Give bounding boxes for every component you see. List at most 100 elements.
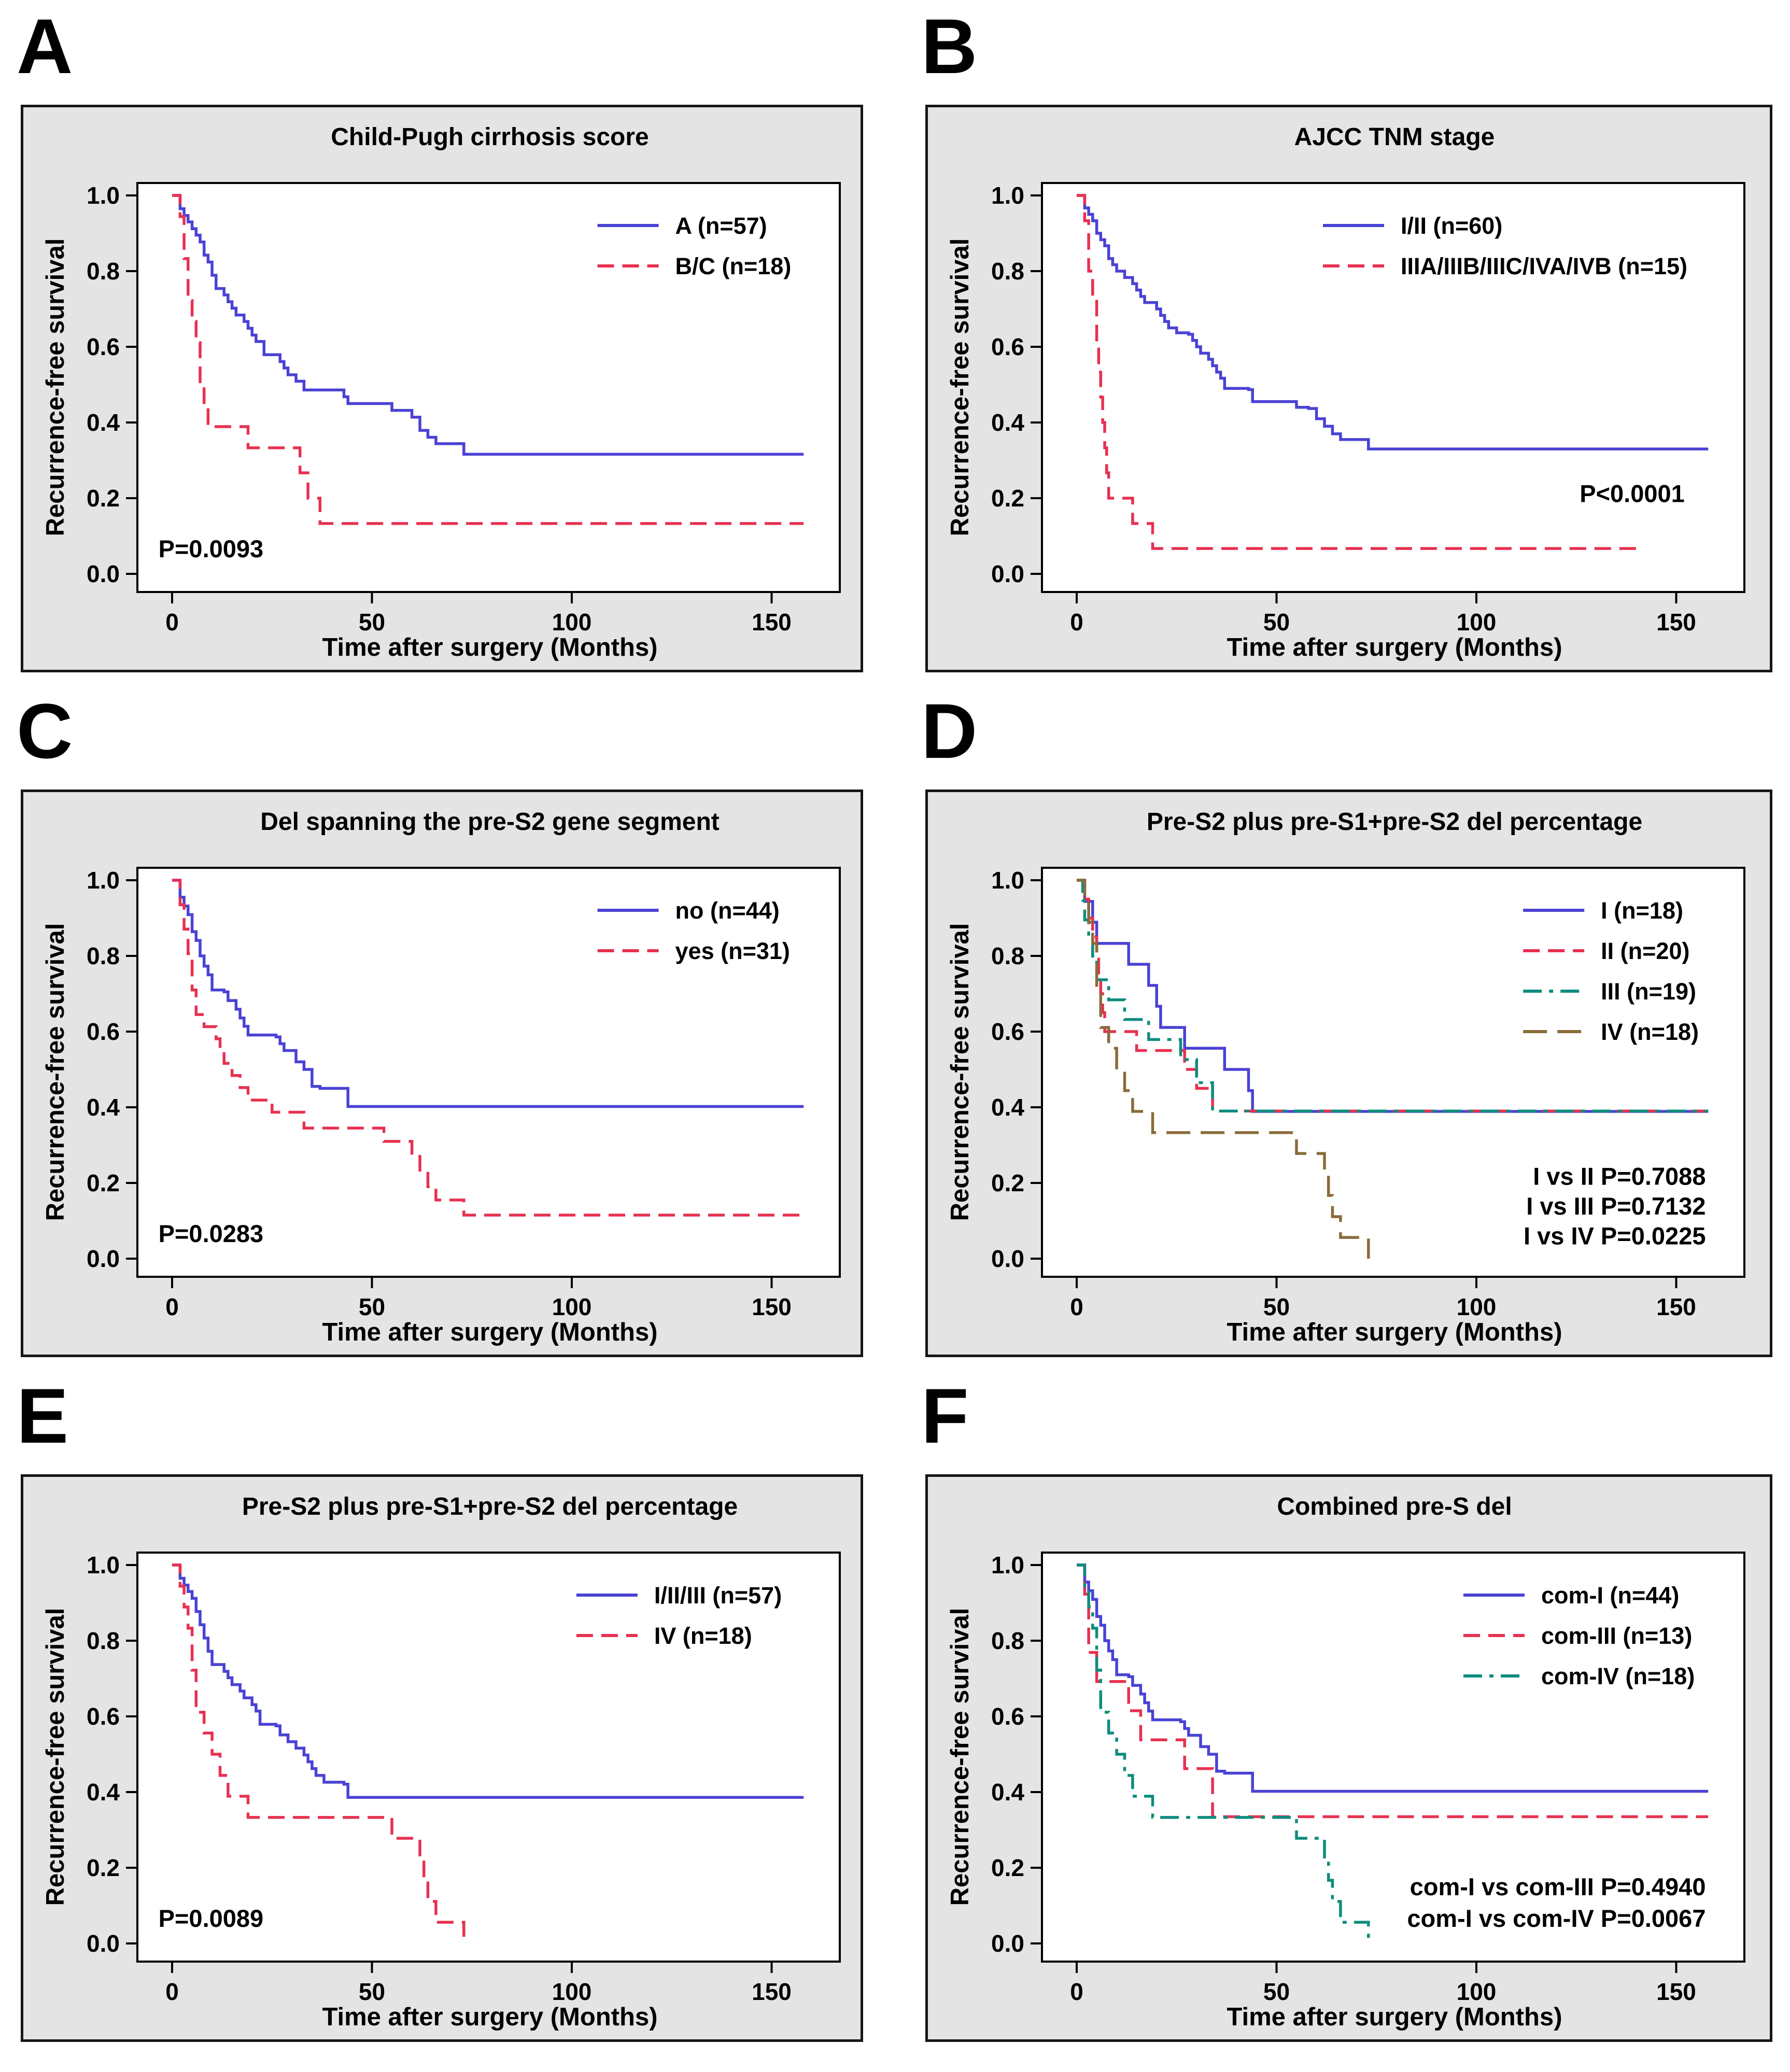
x-tick-label: 0 [1070,1978,1083,2005]
stat-text-2: I vs III P=0.7132 [1526,1192,1706,1220]
plot-frame [1041,867,1745,1278]
legend-label-2: IIIA/IIIB/IIIC/IVA/IVB (n=15) [1401,253,1687,279]
panel-label-a: A [17,3,74,90]
y-tick-label: 0.8 [87,1627,120,1654]
x-tick-label: 150 [1656,1978,1696,2005]
panel-label-e: E [17,1372,70,1459]
km-plot-panel-d: 0 50 100 150 1.0 0.8 0.6 0.4 0.2 0.0 I (n=18) II (n… [925,790,1772,1357]
panel-b: B 0 50 100 150 1.0 0.8 0.6 0.4 0.2 0.0 I/II (n=60)… [921,7,1772,672]
plot-title-c: Del spanning the pre-S2 gene segment [260,808,720,836]
plot-title-d: Pre-S2 plus pre-S1+pre-S2 del percentage [1146,808,1643,836]
y-axis-label-c: Recurrence-free survival [41,923,69,1221]
x-tick-label: 150 [1656,1293,1696,1320]
panel-e: E 0 50 100 150 1.0 0.8 0.6 0.4 0.2 0.0 I/II/III (n… [17,1377,863,2042]
y-axis-label-a: Recurrence-free survival [41,238,69,537]
x-tick-label: 50 [1263,1978,1290,2005]
x-tick-label: 100 [1457,1293,1497,1320]
y-tick-label: 0.4 [87,1094,120,1121]
panel-label-d: D [921,687,979,774]
legend-label-4: IV (n=18) [1601,1019,1699,1045]
panel-label-c: C [17,687,74,774]
legend-label-3: com-IV (n=18) [1541,1663,1695,1689]
y-tick-label: 0.2 [991,485,1024,512]
y-tick-label: 0.4 [87,409,120,436]
stat-text-1: P=0.0283 [159,1220,264,1247]
km-curve-3 [1077,879,1709,1113]
y-tick-label: 1.0 [991,1552,1024,1578]
legend-label-2: II (n=20) [1601,938,1689,964]
km-plot-canvas-b: 0 50 100 150 1.0 0.8 0.6 0.4 0.2 0.0 I/II (n=60) II… [991,182,1745,636]
km-plot-canvas-f: 0 50 100 150 1.0 0.8 0.6 0.4 0.2 0.0 com-I (n=44) c… [991,1552,1745,2005]
y-tick-label: 0.8 [87,942,120,969]
km-plot-canvas-c: 0 50 100 150 1.0 0.8 0.6 0.4 0.2 0.0 no (n=44) yes … [87,867,841,1320]
x-tick-label: 50 [1263,609,1290,636]
km-curve-3 [1077,1563,1370,1943]
y-tick-label: 0.0 [991,560,1024,587]
y-tick-label: 0.6 [87,1703,120,1730]
legend-label-1: I (n=18) [1601,897,1683,924]
km-curve-2 [172,1563,466,1943]
x-tick-label: 100 [552,609,592,636]
y-tick-label: 0.6 [991,1018,1024,1045]
km-plot-panel-b: 0 50 100 150 1.0 0.8 0.6 0.4 0.2 0.0 I/II (n=60) II… [925,105,1772,672]
y-tick-label: 0.2 [991,1854,1024,1881]
panel-label-f: F [921,1372,970,1459]
y-tick-label: 1.0 [991,182,1024,209]
x-tick-label: 0 [165,1978,179,2005]
y-tick-label: 1.0 [87,867,120,894]
y-tick-label: 0.0 [87,1245,120,1272]
y-axis-label-e: Recurrence-free survival [41,1608,69,1906]
km-plot-canvas-e: 0 50 100 150 1.0 0.8 0.6 0.4 0.2 0.0 I/II/III (n=5… [87,1552,841,2005]
legend-label-1: com-I (n=44) [1541,1582,1679,1609]
y-tick-label: 0.0 [87,560,120,587]
km-curve-1 [1077,1563,1709,1793]
plot-title-e: Pre-S2 plus pre-S1+pre-S2 del percentage [242,1493,738,1520]
x-tick-label: 100 [552,1978,592,2005]
x-tick-label: 50 [359,1293,385,1320]
legend-label-1: A (n=57) [675,213,767,239]
y-tick-label: 0.8 [87,258,120,285]
panel-d: D 0 50 100 150 1.0 0.8 0.6 0.4 0.2 0.0 I (n=18) II … [921,692,1772,1357]
x-tick-label: 0 [165,609,179,636]
y-tick-label: 0.2 [87,1169,120,1196]
km-plot-panel-a: 0 50 100 150 1.0 0.8 0.6 0.4 0.2 0.0 A (n=57) B/C (… [21,105,863,672]
stat-text-1: P=0.0089 [159,1905,264,1932]
stat-text-1: P<0.0001 [1580,480,1685,507]
panel-f: F 0 50 100 150 1.0 0.8 0.6 0.4 0.2 0.0 com-I (n=44… [921,1377,1772,2042]
y-tick-label: 1.0 [87,1552,120,1578]
km-curve-2 [172,879,804,1217]
y-axis-label-f: Recurrence-free survival [946,1608,974,1906]
y-tick-label: 0.4 [991,409,1024,436]
km-plot-panel-e: 0 50 100 150 1.0 0.8 0.6 0.4 0.2 0.0 I/II/III (n=5… [21,1474,863,2042]
x-axis-label-b: Time after surgery (Months) [1227,633,1562,661]
y-tick-label: 0.2 [991,1169,1024,1196]
stat-text-1: com-I vs com-III P=0.4940 [1410,1873,1706,1900]
legend-label-1: no (n=44) [675,897,780,924]
y-tick-label: 0.2 [87,485,120,512]
stat-text-3: I vs IV P=0.0225 [1524,1222,1706,1250]
plot-title-a: Child-Pugh cirrhosis score [331,123,649,151]
x-tick-label: 100 [552,1293,592,1320]
km-curve-2 [1077,194,1637,550]
km-curve-1 [172,1563,804,1799]
y-axis-label-b: Recurrence-free survival [946,238,974,537]
legend-label-2: IV (n=18) [654,1623,752,1649]
x-tick-label: 150 [752,1978,792,2005]
km-curve-4 [1077,879,1370,1259]
legend-label-2: B/C (n=18) [675,253,792,279]
x-tick-label: 50 [1263,1293,1290,1320]
plot-title-f: Combined pre-S del [1277,1493,1512,1520]
y-tick-label: 0.8 [991,942,1024,969]
stat-text-1: P=0.0093 [159,535,264,562]
x-tick-label: 0 [1070,609,1083,636]
panel-c: C 0 50 100 150 1.0 0.8 0.6 0.4 0.2 0.0 no (n=44) ye… [17,692,863,1357]
x-tick-label: 0 [165,1293,179,1320]
km-curve-2 [1077,1563,1709,1819]
y-tick-label: 0.0 [87,1930,120,1957]
y-tick-label: 0.6 [87,1018,120,1045]
stat-text-2: com-I vs com-IV P=0.0067 [1407,1905,1706,1932]
x-tick-label: 50 [359,1978,385,2005]
y-tick-label: 0.0 [991,1930,1024,1957]
legend-label-1: I/II (n=60) [1401,213,1502,239]
y-tick-label: 0.6 [87,333,120,360]
